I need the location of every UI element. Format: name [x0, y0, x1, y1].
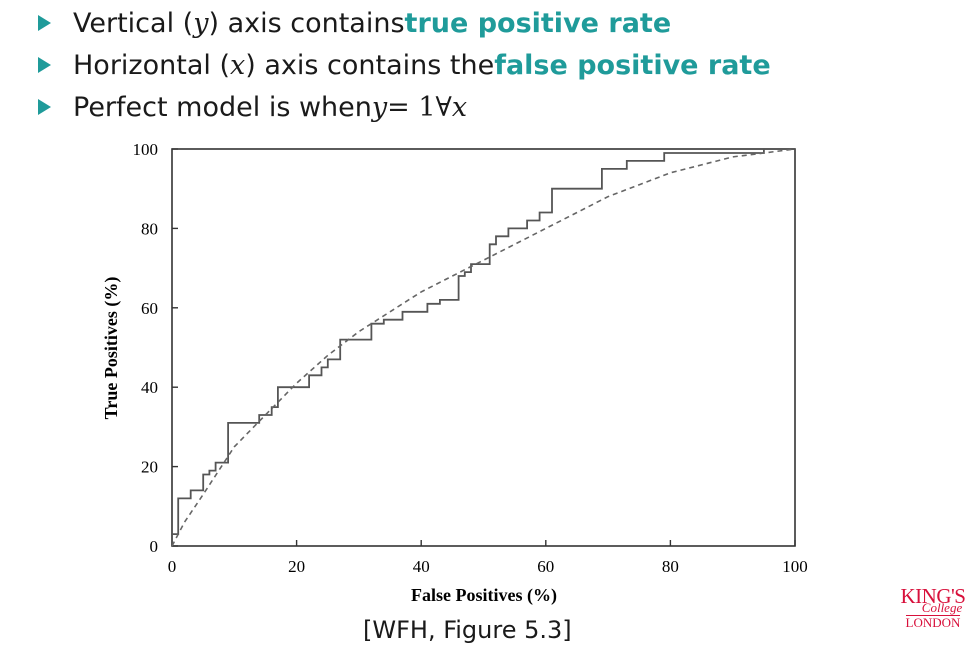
bullet-item: Horizontal (x) axis contains the false p… — [38, 44, 771, 86]
plot-frame — [171, 148, 796, 547]
kings-college-logo: KING'S College LONDON — [900, 586, 966, 631]
y-tick-label: 80 — [141, 219, 158, 238]
bullet-highlight: false positive rate — [494, 49, 771, 81]
logo-text: LONDON — [905, 615, 961, 630]
x-tick-label: 40 — [413, 557, 430, 576]
bullet-math-var: y — [193, 7, 209, 39]
triangle-bullet-icon — [38, 15, 51, 31]
dashed-roc-curve — [171, 148, 796, 547]
figure-caption: [WFH, Figure 5.3] — [363, 616, 572, 644]
bullet-math-var: x — [229, 49, 246, 81]
y-tick-label: 100 — [133, 140, 159, 159]
triangle-bullet-icon — [38, 99, 51, 115]
x-tick-label: 100 — [782, 557, 808, 576]
bullet-highlight: true positive rate — [404, 7, 672, 39]
y-tick-label: 60 — [141, 299, 158, 318]
x-tick-label: 20 — [288, 557, 305, 576]
roc-step-curve — [171, 148, 795, 546]
bullet-item: Vertical (y) axis contains true positive… — [38, 2, 771, 44]
triangle-bullet-icon — [38, 57, 51, 73]
bullet-item: Perfect model is when y = 1∀ x — [38, 86, 771, 128]
chart-axes: 0 20 40 60 80 100 0 20 40 60 80 100 — [133, 140, 808, 576]
logo-text: College — [921, 600, 963, 615]
bullet-text: Vertical ( — [73, 7, 194, 39]
x-tick-label: 0 — [168, 557, 177, 576]
y-axis-label: True Positives (%) — [101, 277, 122, 420]
bullet-math-var: y — [371, 91, 388, 123]
bullet-list: Vertical (y) axis contains true positive… — [38, 2, 771, 128]
y-tick-label: 20 — [141, 458, 158, 477]
y-tick-label: 40 — [141, 378, 158, 397]
bullet-text: ) axis contains — [208, 7, 405, 39]
x-tick-label: 60 — [537, 557, 554, 576]
chart-marks — [171, 148, 796, 547]
bullet-math-expr: = 1∀ — [387, 91, 452, 123]
x-tick-label: 80 — [662, 557, 679, 576]
x-axis-label: False Positives (%) — [411, 585, 557, 606]
bullet-math-var: x — [451, 91, 468, 123]
bullet-text: Perfect model is when — [73, 91, 372, 123]
y-tick-label: 0 — [150, 537, 159, 556]
logo-text: KING'S — [900, 584, 966, 608]
bullet-text: Horizontal ( — [73, 49, 230, 81]
bullet-text: ) axis contains the — [245, 49, 495, 81]
